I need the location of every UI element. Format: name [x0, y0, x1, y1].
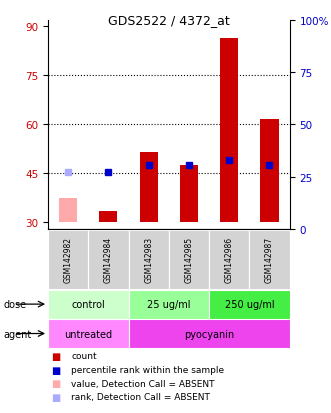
Text: count: count: [71, 351, 97, 361]
Text: GSM142985: GSM142985: [184, 237, 193, 282]
Bar: [48, 230, 88, 289]
Text: untreated: untreated: [64, 329, 112, 339]
Bar: [59, 198, 77, 223]
Bar: [128, 320, 290, 348]
Text: control: control: [71, 299, 105, 309]
Text: ■: ■: [51, 365, 61, 375]
Bar: [48, 290, 128, 319]
Bar: [128, 230, 169, 289]
Text: dose: dose: [3, 299, 26, 309]
Text: GSM142983: GSM142983: [144, 237, 153, 282]
Bar: [209, 290, 290, 319]
Text: GSM142984: GSM142984: [104, 237, 113, 282]
Text: ■: ■: [51, 392, 61, 402]
Bar: [220, 38, 238, 223]
Text: ■: ■: [51, 378, 61, 388]
Bar: [260, 120, 279, 223]
Bar: [249, 230, 290, 289]
Bar: [169, 230, 209, 289]
Bar: [88, 230, 128, 289]
Bar: [209, 230, 249, 289]
Text: rank, Detection Call = ABSENT: rank, Detection Call = ABSENT: [71, 392, 210, 401]
Text: GSM142986: GSM142986: [225, 237, 234, 282]
Bar: [180, 166, 198, 223]
Text: 25 ug/ml: 25 ug/ml: [147, 299, 191, 309]
Text: percentile rank within the sample: percentile rank within the sample: [71, 365, 224, 374]
Text: ■: ■: [51, 351, 61, 361]
Text: 250 ug/ml: 250 ug/ml: [224, 299, 274, 309]
Text: agent: agent: [3, 329, 31, 339]
Bar: [128, 290, 209, 319]
Text: GSM142982: GSM142982: [64, 237, 72, 282]
Bar: [48, 320, 128, 348]
Bar: [99, 211, 118, 223]
Text: GSM142987: GSM142987: [265, 237, 274, 282]
Text: GDS2522 / 4372_at: GDS2522 / 4372_at: [108, 14, 230, 27]
Text: pyocyanin: pyocyanin: [184, 329, 234, 339]
Text: value, Detection Call = ABSENT: value, Detection Call = ABSENT: [71, 379, 215, 388]
Bar: [140, 153, 158, 223]
